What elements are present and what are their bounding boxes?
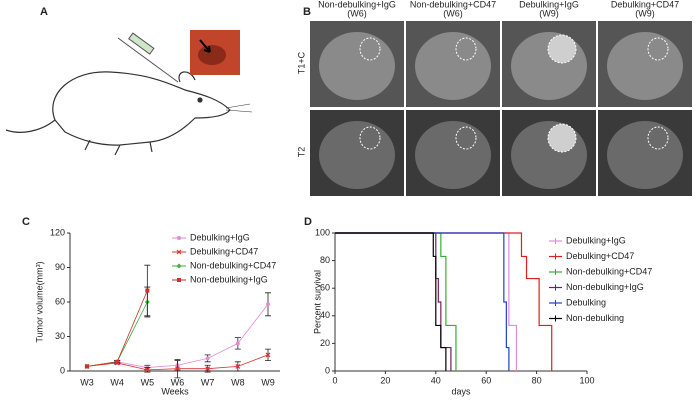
y-axis-title: Percent survival [312,270,322,334]
row-label: T2 [296,147,306,158]
panel-label: D [304,216,312,228]
brain [607,32,683,100]
y-tick-label: 40 [320,310,330,320]
marker [177,278,181,282]
brain [511,32,587,100]
marker [175,366,180,372]
marker [235,363,241,369]
legend-label: Non-debulking+CD47 [566,266,652,276]
legend-label: Debulking+IgG [190,232,250,242]
tumor-outline [359,37,381,61]
x-tick-label: 0 [332,375,337,385]
row-label: T1+C [296,51,306,74]
legend-label: Debulking [566,297,606,307]
column-week: (W6) [443,8,463,18]
marker [176,249,182,255]
marker [115,359,120,364]
tumor-outline [547,34,577,64]
y-tick-label: 90 [55,262,65,272]
x-axis-title: Weeks [161,386,189,396]
marker [145,288,150,293]
x-tick-label: W8 [231,377,245,387]
marker [265,352,271,358]
y-tick-label: 0 [325,365,330,375]
x-tick-label: 100 [579,375,594,385]
y-tick-label: 20 [320,338,330,348]
x-tick-label: 80 [532,375,542,385]
brain [607,121,683,189]
marker [176,263,182,269]
column-week: (W9) [635,8,655,18]
marker [235,341,240,346]
survival-curve [335,232,452,371]
legend-label: Non-debulking+CD47 [190,260,276,270]
x-tick-label: W4 [110,377,124,387]
syringe [117,32,179,83]
panel-label: C [22,216,30,228]
x-axis-title: days [451,386,471,396]
legend-label: Debulking+CD47 [566,251,634,261]
column-week: (W6) [347,8,367,18]
panel-label: A [40,6,48,18]
tumor-photo [190,30,240,75]
brain [511,121,587,189]
x-tick-label: W9 [261,377,275,387]
tumor-outline [647,37,669,61]
column-header: Debulking+CD47 [611,0,679,9]
column-header: Non-debulking+CD47 [410,0,496,9]
y-tick-label: 80 [320,255,330,265]
mouse-illustration [5,71,253,156]
marker [144,367,150,373]
marker [205,356,210,361]
survival-curve [335,232,518,371]
tumor-outline [547,123,577,153]
x-tick-label: 20 [380,375,390,385]
column-header: Non-debulking+IgG [318,0,396,9]
panel-label: B [303,6,311,18]
survival-curve [335,232,447,371]
survival-curve [335,232,510,371]
y-axis-title: Tumor volume(mm³) [34,261,44,342]
y-tick-label: 100 [315,227,330,237]
y-tick-label: 30 [55,331,65,341]
column-week: (W9) [539,8,559,18]
marker [85,364,89,369]
brain [319,121,395,189]
x-tick-label: W7 [201,377,215,387]
legend-label: Debulking+IgG [566,235,626,245]
marker [266,302,270,307]
legend-label: Non-debulking [566,313,624,323]
tumor-outline [455,126,477,150]
tumor-outline [359,126,381,150]
series-line [86,304,269,368]
x-tick-label: W6 [171,377,185,387]
tumor-outline [647,126,669,150]
y-tick-label: 0 [60,365,65,375]
brain [319,32,395,100]
brain [415,32,491,100]
legend-label: Debulking+CD47 [190,246,258,256]
brain [415,121,491,189]
legend-label: Non-debulking+IgG [566,282,644,292]
marker [177,236,181,240]
tumor-outline [455,37,477,61]
y-tick-label: 60 [320,283,330,293]
x-tick-label: 40 [431,375,441,385]
series-line [86,290,148,367]
column-header: Debulking+IgG [519,0,579,9]
legend-label: Non-debulking+IgG [190,274,268,284]
survival-curve [335,232,553,371]
x-tick-label: W5 [141,377,155,387]
marker [205,366,211,372]
x-tick-label: W3 [80,377,94,387]
x-tick-label: 60 [481,375,491,385]
y-tick-label: 60 [55,296,65,306]
y-tick-label: 120 [50,227,65,237]
